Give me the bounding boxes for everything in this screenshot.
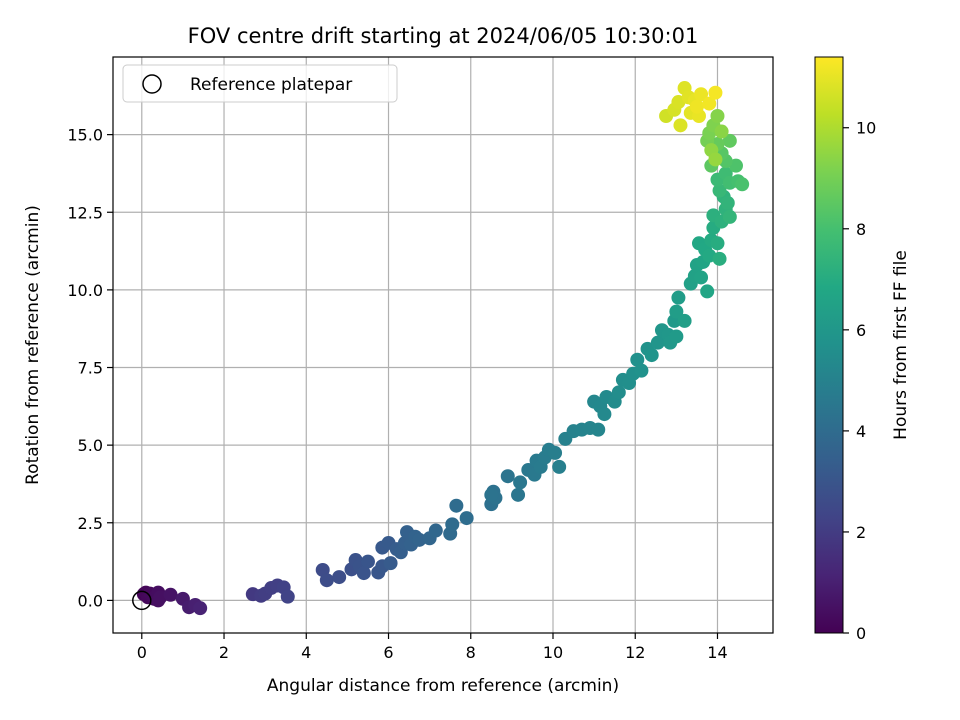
y-axis-label: Rotation from reference (arcmin) [23, 205, 43, 485]
data-point [720, 195, 735, 210]
y-tick-label: 0.0 [78, 591, 103, 610]
data-point [548, 445, 563, 460]
y-tick-label: 10.0 [67, 281, 103, 300]
data-point [714, 124, 729, 139]
data-point [513, 475, 528, 490]
x-tick-label: 6 [383, 643, 393, 662]
colorbar-tick-label: 10 [856, 119, 876, 138]
chart-title: FOV centre drift starting at 2024/06/05 … [188, 24, 699, 48]
data-point [591, 422, 606, 437]
y-tick-label: 5.0 [78, 436, 103, 455]
data-point [673, 118, 688, 133]
legend: Reference platepar [122, 64, 398, 103]
data-point [360, 554, 375, 569]
data-point [630, 352, 645, 367]
data-point [445, 517, 460, 532]
data-point [712, 251, 727, 266]
data-point [669, 329, 684, 344]
legend-entry: Reference platepar [190, 75, 352, 95]
data-point [611, 385, 626, 400]
plot-frame [112, 56, 774, 634]
data-point [708, 152, 723, 167]
data-point [694, 270, 709, 285]
data-point [449, 498, 464, 513]
data-point [383, 556, 398, 571]
data-point [193, 601, 208, 616]
colorbar-tick-label: 2 [856, 523, 866, 542]
data-point [712, 183, 727, 198]
colorbar-tick-label: 4 [856, 422, 866, 441]
colorbar-label: Hours from first FF file [891, 250, 911, 440]
colorbar-tick-label: 6 [856, 321, 866, 340]
colorbar [814, 56, 844, 634]
data-point [650, 335, 665, 350]
data-point [552, 459, 567, 474]
data-point [511, 487, 526, 502]
data-point [634, 363, 649, 378]
grid-lines [113, 57, 773, 633]
data-point [412, 532, 427, 547]
data-point [671, 290, 686, 305]
data-point [459, 511, 474, 526]
colorbar-tick-label: 8 [856, 220, 866, 239]
colorbar-tick-label: 0 [856, 624, 866, 643]
x-axis-label: Angular distance from reference (arcmin) [267, 676, 619, 696]
data-point [710, 236, 725, 251]
data-points [136, 81, 750, 616]
x-tick-label: 0 [137, 643, 147, 662]
data-point [735, 177, 750, 192]
legend-box [122, 64, 398, 103]
x-tick-label: 8 [466, 643, 476, 662]
data-point [163, 587, 178, 602]
x-tick-label: 2 [219, 643, 229, 662]
data-point [722, 133, 737, 148]
x-tick-label: 4 [301, 643, 311, 662]
data-point [689, 99, 704, 114]
x-tick-label: 12 [625, 643, 645, 662]
data-point [702, 96, 717, 111]
x-tick-label: 14 [707, 643, 727, 662]
data-point [428, 523, 443, 538]
y-tick-label: 12.5 [67, 203, 103, 222]
y-tick-label: 2.5 [78, 514, 103, 533]
y-tick-label: 7.5 [78, 359, 103, 378]
data-point [356, 566, 371, 581]
data-point [484, 487, 499, 502]
data-point [694, 87, 709, 102]
data-point [332, 570, 347, 585]
data-point [644, 348, 659, 363]
legend-marker [142, 74, 162, 94]
colorbar-ticks: 0 2 4 6 8 10 [843, 119, 876, 643]
y-tick-label: 15.0 [67, 126, 103, 145]
data-point [700, 284, 715, 299]
data-point [500, 469, 515, 484]
data-point [677, 313, 692, 328]
data-point [708, 85, 723, 100]
reference-platepar-marker [132, 590, 152, 611]
data-point [597, 407, 612, 422]
x-tick-label: 10 [543, 643, 563, 662]
y-axis-ticks: 0.0 2.5 5.0 7.5 10.0 12.5 15.0 [67, 126, 113, 610]
data-point [280, 589, 295, 604]
data-point [669, 304, 684, 319]
data-point [722, 209, 737, 224]
data-point [319, 573, 334, 588]
x-axis-ticks: 0 2 4 6 8 10 12 14 [137, 633, 728, 662]
data-point [710, 108, 725, 123]
